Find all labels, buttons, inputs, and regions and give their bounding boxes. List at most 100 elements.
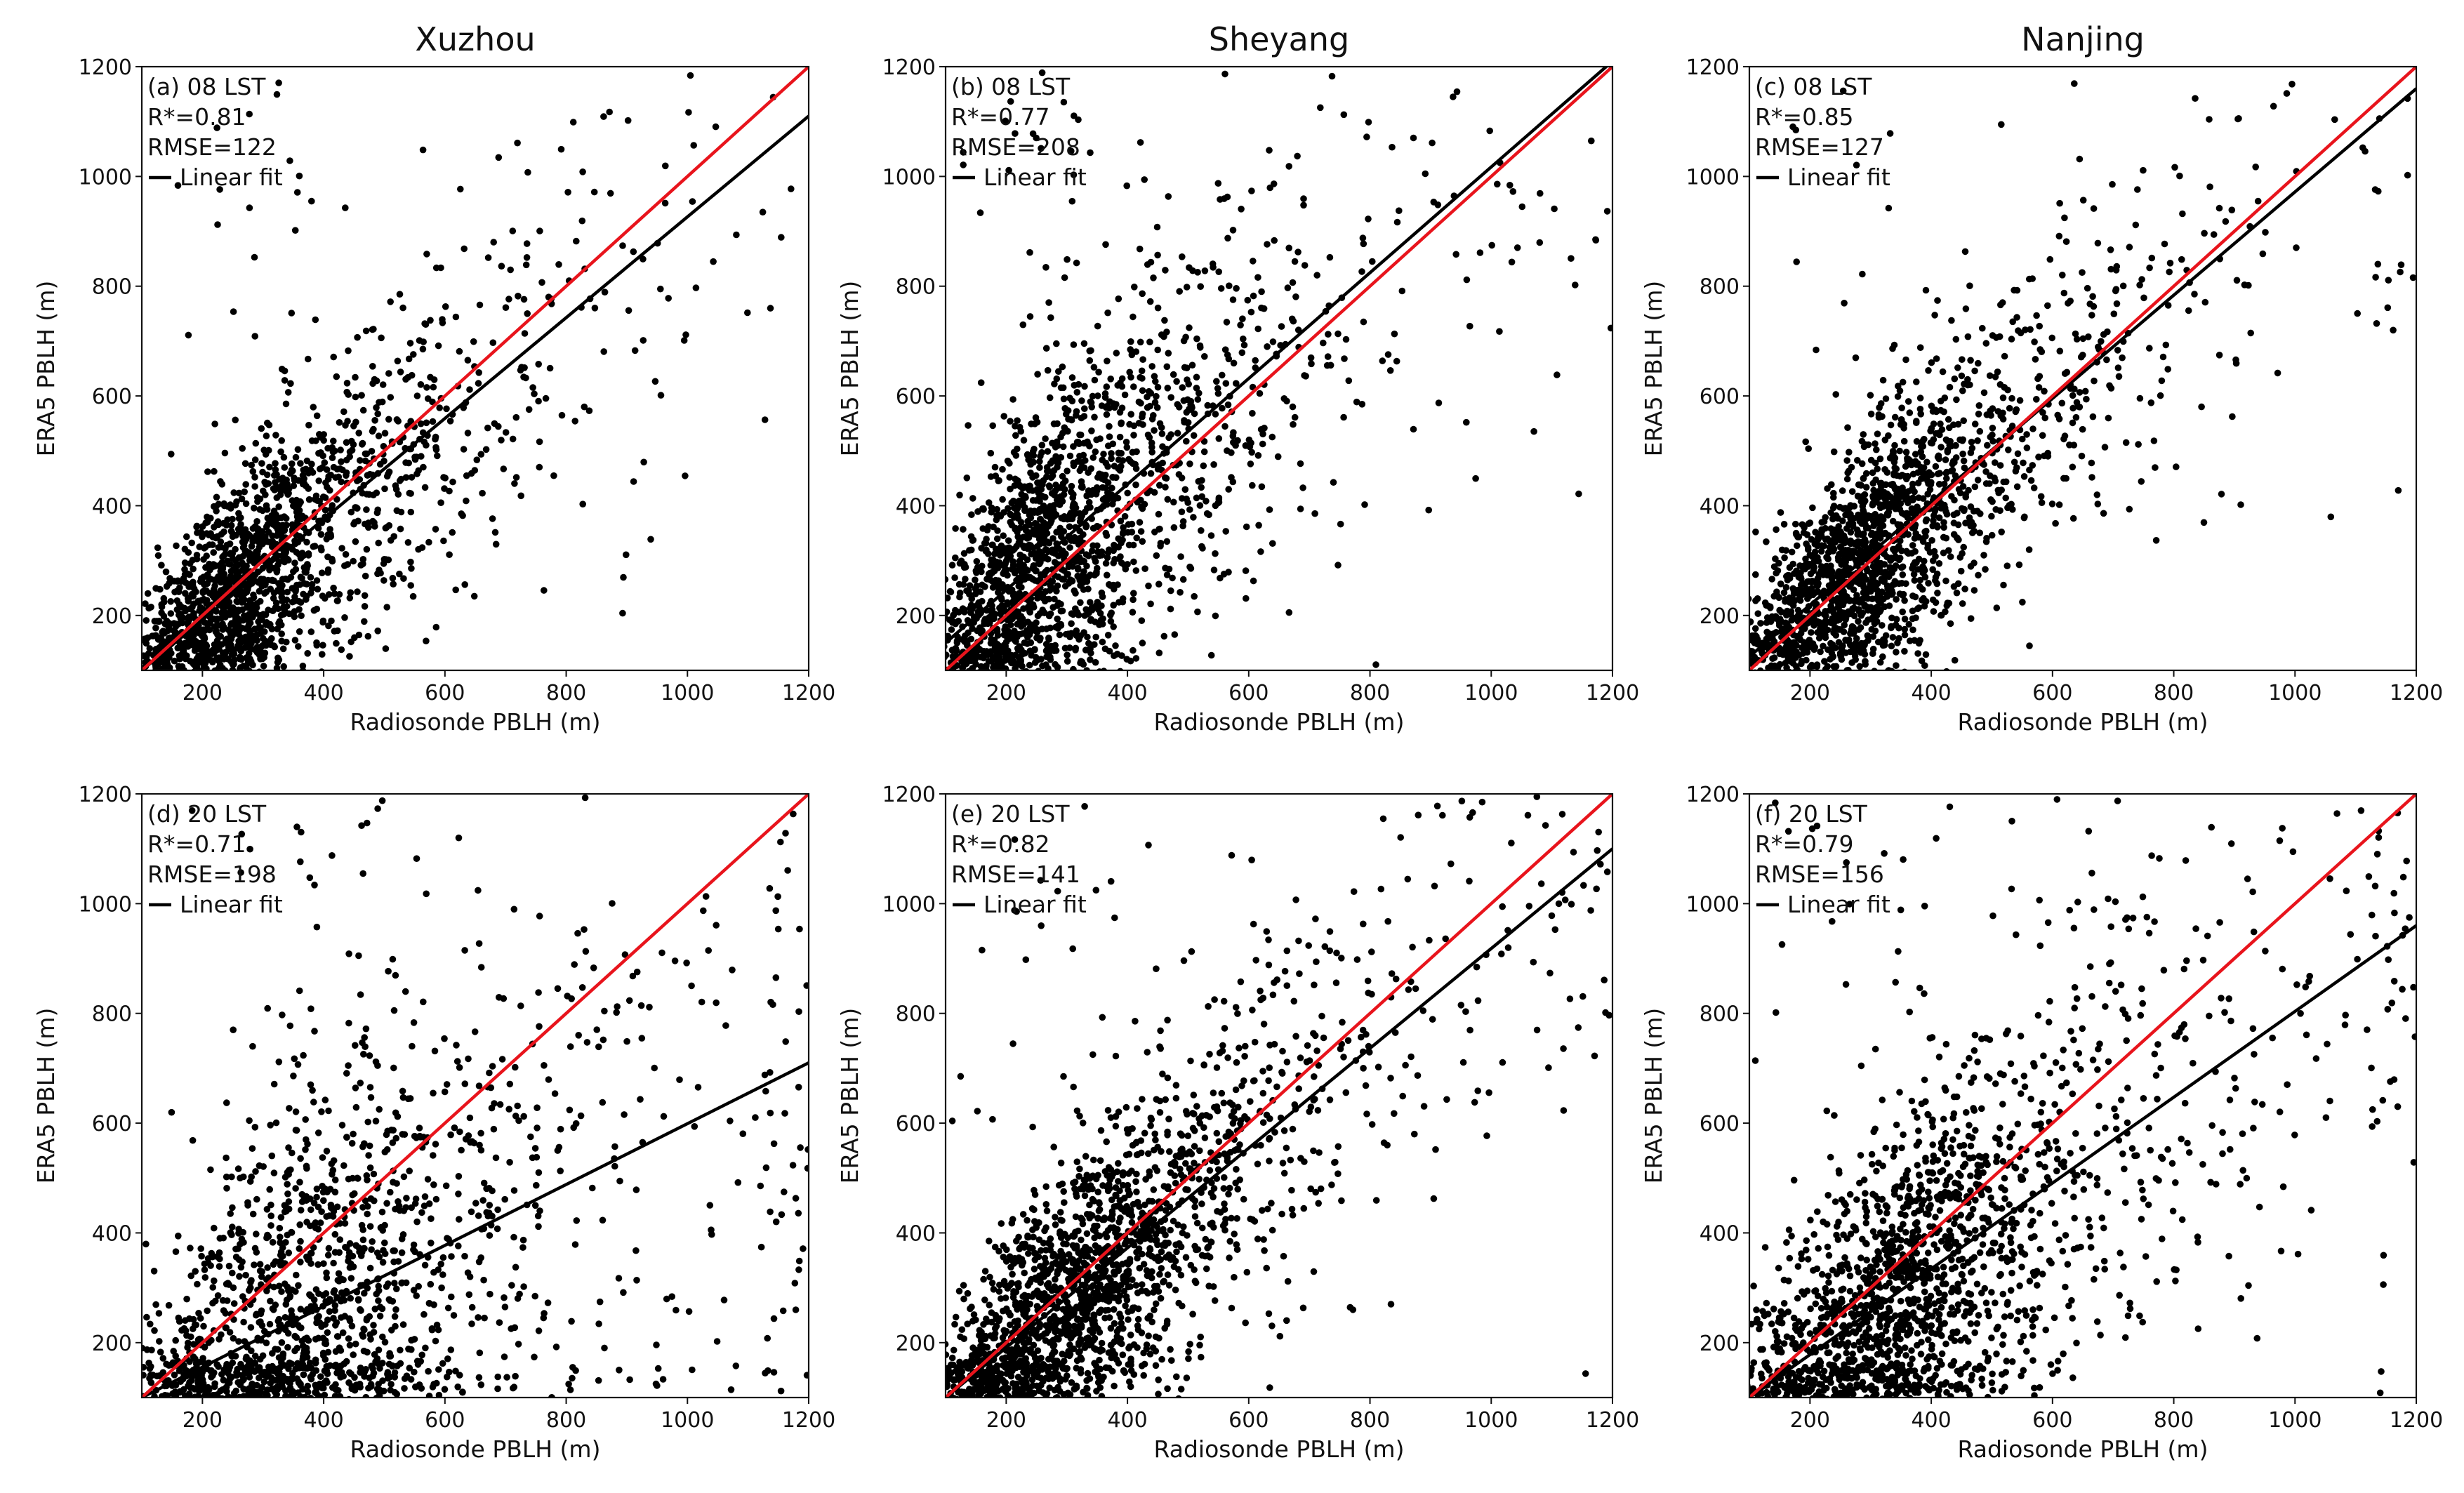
data-point xyxy=(1042,345,1050,352)
data-point xyxy=(976,588,984,595)
data-point xyxy=(2373,320,2380,327)
data-point xyxy=(1107,618,1115,625)
data-point xyxy=(1899,608,1906,616)
data-point xyxy=(273,665,281,670)
data-point xyxy=(1045,522,1052,530)
data-point xyxy=(1922,286,1930,294)
data-point xyxy=(1452,251,1459,258)
data-point xyxy=(253,649,261,656)
data-point xyxy=(1869,501,1876,509)
data-point xyxy=(342,551,350,558)
data-point xyxy=(1104,571,1111,579)
data-point xyxy=(251,333,259,340)
data-point xyxy=(1320,339,1327,347)
data-point xyxy=(242,635,250,642)
data-point xyxy=(254,548,262,555)
data-point xyxy=(1025,534,1033,541)
data-point xyxy=(1040,519,1047,526)
data-point xyxy=(2331,116,2338,124)
data-point xyxy=(1289,403,1297,411)
data-point xyxy=(987,473,995,480)
data-point xyxy=(298,612,305,619)
data-point xyxy=(1162,267,1169,274)
data-point xyxy=(1775,559,1782,567)
data-point xyxy=(1112,642,1119,649)
data-point xyxy=(361,592,369,599)
data-point xyxy=(993,516,1000,524)
data-point xyxy=(1928,537,1935,544)
data-point xyxy=(1167,587,1174,595)
data-point xyxy=(1042,546,1049,554)
data-point xyxy=(1146,434,1153,441)
data-point xyxy=(1190,432,1198,439)
data-point xyxy=(1808,536,1815,543)
data-point xyxy=(234,615,241,622)
data-point xyxy=(434,452,441,460)
data-point xyxy=(2159,353,2167,361)
data-point xyxy=(291,477,298,484)
data-point xyxy=(2241,281,2248,288)
data-point xyxy=(239,538,246,545)
data-point xyxy=(430,383,437,391)
data-point xyxy=(1592,237,1600,244)
data-point xyxy=(1009,615,1016,623)
data-point xyxy=(443,405,450,413)
data-point xyxy=(418,544,426,551)
data-point xyxy=(1075,440,1082,447)
data-point xyxy=(423,384,430,391)
data-point xyxy=(1102,559,1110,567)
data-point xyxy=(1038,449,1045,456)
data-point xyxy=(341,562,348,569)
data-point xyxy=(1867,580,1874,588)
data-point xyxy=(1536,239,1544,246)
data-point xyxy=(1059,363,1066,371)
data-point xyxy=(960,149,967,156)
data-point xyxy=(1996,381,2004,388)
data-point xyxy=(1818,542,1825,549)
data-point xyxy=(291,637,299,644)
data-point xyxy=(495,154,503,161)
data-point xyxy=(1225,486,1232,493)
data-point xyxy=(512,474,520,481)
data-point xyxy=(166,650,173,657)
data-point xyxy=(279,645,287,653)
data-point xyxy=(251,483,258,490)
data-point xyxy=(2060,289,2068,297)
data-point xyxy=(1137,399,1144,407)
data-point xyxy=(1007,519,1014,526)
data-point xyxy=(2055,501,2063,508)
data-point xyxy=(1156,420,1164,427)
data-point xyxy=(1829,504,1837,512)
data-point xyxy=(1781,554,1788,562)
data-point xyxy=(211,420,218,427)
data-point xyxy=(407,582,414,589)
data-point xyxy=(1922,651,1930,658)
data-point xyxy=(375,539,382,547)
data-point xyxy=(1813,346,1820,354)
data-point xyxy=(2029,462,2036,469)
data-point xyxy=(2041,387,2048,395)
data-point xyxy=(631,347,639,354)
data-point xyxy=(253,631,261,639)
data-point xyxy=(223,576,230,583)
data-point xyxy=(380,458,388,465)
data-point xyxy=(502,304,510,312)
data-point xyxy=(1195,390,1203,397)
data-point xyxy=(246,110,253,118)
data-point xyxy=(440,474,447,481)
data-point xyxy=(1170,524,1178,531)
data-point xyxy=(1588,137,1595,145)
data-point xyxy=(2409,274,2416,281)
data-point xyxy=(960,161,967,168)
data-point xyxy=(1026,248,1033,256)
data-point xyxy=(1103,411,1111,418)
data-point xyxy=(1856,663,1863,670)
data-point xyxy=(213,507,220,515)
data-point xyxy=(1243,595,1250,602)
data-point xyxy=(214,221,221,228)
data-point xyxy=(972,576,979,583)
x-tick-label: 400 xyxy=(1107,681,1147,705)
data-point xyxy=(1386,367,1394,374)
data-point xyxy=(1091,413,1098,421)
data-point xyxy=(1802,438,1809,446)
